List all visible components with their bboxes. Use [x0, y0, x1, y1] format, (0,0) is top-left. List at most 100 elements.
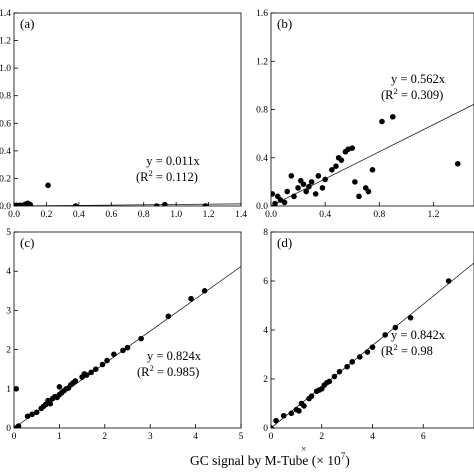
data-point: [104, 357, 110, 364]
fit-equation: y = 0.011x: [146, 154, 200, 168]
x-tick-label: 5: [239, 432, 244, 442]
data-point: [392, 324, 399, 331]
data-point: [379, 118, 385, 125]
y-tick-label: 0: [263, 424, 268, 434]
y-tick-label: 1.6: [256, 9, 268, 19]
chart-panel-3: 0 1 2 3 4 5 0 1 2 3 4 5 (c) y = 0.824x(R2 = 0.985): [6, 228, 243, 442]
x-tick-label: 6: [421, 432, 426, 442]
data-point: [329, 167, 335, 173]
data-point: [120, 347, 126, 354]
chart-panel-4: 0 2 4 6 8 0 2 4 6 (d) y = 0.842x(R2 = 0.98: [263, 228, 474, 442]
panel-label: (d): [277, 235, 292, 250]
data-point: [161, 201, 168, 206]
y-tick-label: 1.2: [0, 37, 11, 47]
data-point: [331, 373, 338, 380]
panel-label: (c): [20, 235, 34, 250]
x-tick-label: 1.2: [427, 210, 439, 220]
data-point: [47, 400, 54, 407]
data-point: [333, 163, 339, 169]
data-point: [312, 191, 319, 197]
x-tick-label: 0.8: [373, 210, 385, 220]
data-point: [336, 368, 343, 375]
plot-frame: [13, 12, 242, 207]
data-point: [56, 384, 63, 390]
data-point: [315, 173, 322, 179]
data-point: [407, 314, 414, 321]
x-tick-label: 2: [319, 432, 324, 442]
r-squared-exponent: 2: [149, 168, 153, 178]
data-point: [272, 200, 278, 206]
x-tick-label: 1.0: [170, 210, 182, 220]
chart-panels: 0.0 0.2 0.4 0.6 0.8 1.0 1.2 1.4 0.0 0.2 0.4 0.6 0.8 1…: [0, 9, 474, 442]
y-tick-label: 0.4: [256, 154, 268, 164]
data-point: [27, 201, 34, 206]
data-point: [295, 185, 301, 191]
x-tick-label: 0.0: [8, 210, 20, 220]
x-axis-label: GC signal by M-Tube (× 107): [190, 451, 350, 468]
data-point: [45, 182, 51, 189]
plot-frame: [13, 231, 242, 429]
y-tick-label: 2: [6, 346, 11, 356]
data-point: [88, 369, 94, 376]
data-point: [349, 359, 356, 365]
x-tick-label: 1: [57, 432, 62, 442]
r-squared-exponent: 2: [394, 342, 398, 352]
data-point: [454, 160, 461, 167]
plot-area: [14, 266, 241, 428]
x-tick-label: 1.2: [203, 210, 215, 220]
r-squared: (R2 = 0.112): [136, 168, 198, 184]
y-tick-label: 6: [263, 277, 268, 287]
x-axis-marker: ×: [301, 445, 306, 455]
data-point: [308, 393, 315, 399]
y-tick-label: 0.6: [0, 119, 11, 129]
data-point: [308, 179, 315, 185]
data-point: [153, 203, 160, 206]
data-point: [273, 417, 279, 424]
y-tick-label: 0.4: [0, 147, 11, 157]
plot-area: [14, 182, 241, 206]
data-point: [306, 183, 312, 190]
r-squared: (R2 = 0.309): [381, 86, 443, 102]
data-point: [29, 411, 35, 418]
data-point: [357, 354, 363, 360]
data-point: [201, 288, 208, 294]
panel-label: (a): [20, 16, 34, 31]
x-tick-label: 0: [269, 432, 274, 442]
y-tick-label: 0: [6, 424, 11, 434]
data-point: [92, 366, 99, 373]
chart-panel-2: 0.0 0.4 0.8 1.2 1.6 0.0 0.4 0.8 1.2 (b) y = 0.562x…: [256, 9, 474, 220]
r-squared: (R2 = 0.985): [137, 363, 199, 379]
fit-equation: y = 0.562x: [391, 72, 446, 86]
data-point: [165, 313, 172, 320]
data-point: [369, 344, 376, 350]
r-squared-exponent: 2: [394, 86, 398, 96]
data-point: [288, 410, 295, 417]
y-tick-label: 1.4: [0, 9, 11, 19]
data-point: [352, 179, 358, 185]
x-tick-label: 0.6: [105, 210, 117, 220]
r-squared-exponent: 2: [150, 363, 154, 373]
fit-line: [271, 104, 474, 206]
y-tick-label: 4: [263, 326, 268, 336]
data-point: [296, 408, 302, 414]
x-tick-label: 0.4: [73, 210, 85, 220]
x-tick-label: 0.2: [40, 210, 52, 220]
y-tick-label: 1.2: [256, 57, 268, 67]
x-tick-label: 0.0: [265, 210, 277, 220]
x-tick-label: 0.4: [319, 210, 331, 220]
y-tick-label: 2: [263, 375, 268, 385]
y-tick-label: 0.0: [0, 202, 11, 212]
fit-annotation: y = 0.842x(R2 = 0.98: [381, 328, 446, 358]
fit-equation: y = 0.824x: [147, 349, 202, 363]
data-point: [382, 332, 388, 338]
y-tick-label: 5: [6, 228, 11, 238]
data-point: [326, 378, 333, 385]
plot-frame: [270, 12, 474, 207]
data-point: [364, 349, 371, 355]
x-tick-label: 4: [193, 432, 198, 442]
data-point: [445, 278, 452, 284]
data-point: [369, 167, 376, 173]
x-tick-label: 2: [102, 432, 107, 442]
x-axis-label-exponent: 7: [341, 451, 346, 461]
